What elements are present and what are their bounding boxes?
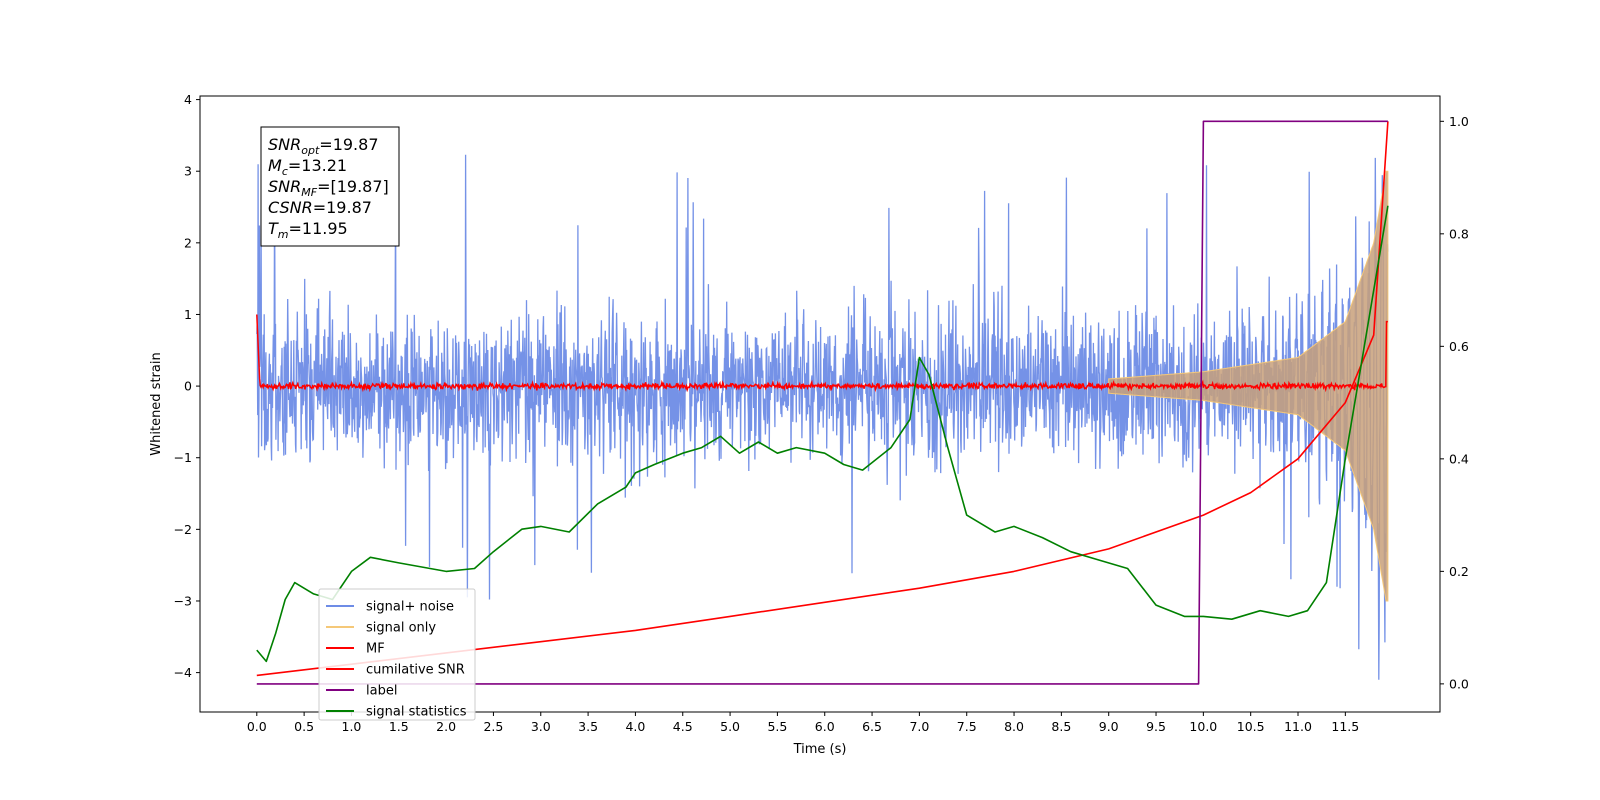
x-tick-label: 11.5: [1331, 719, 1359, 734]
plot-frame: [199, 95, 1441, 713]
x-axis-label: Time (s): [793, 742, 847, 757]
x-tick-label: 4.5: [673, 719, 693, 734]
x-tick-label: 0.5: [294, 719, 314, 734]
series-mf: [256, 314, 1388, 393]
legend: signal+ noise signal only MF cumilative SNR…: [318, 588, 476, 721]
y-tick-label: −2: [174, 522, 192, 537]
series-label: [256, 120, 1388, 685]
x-tick-label: 10.0: [1189, 719, 1217, 734]
legend-label: cumilative SNR: [366, 663, 465, 678]
legend-label: signal statistics: [366, 705, 467, 720]
y2-tick-label: 0.8: [1449, 226, 1469, 241]
y2-tick-label: 0.4: [1449, 451, 1469, 466]
x-tick-label: 1.5: [389, 719, 409, 734]
legend-label: signal+ noise: [366, 600, 454, 615]
x-tick-label: 8.5: [1051, 719, 1071, 734]
x-tick-label: 3.5: [578, 719, 598, 734]
series-cumulative-snr: [256, 121, 1389, 677]
x-tick-label: 6.0: [815, 719, 835, 734]
plot-area: [256, 120, 1389, 685]
annotation-line: Tm=11.95: [268, 219, 348, 241]
x-tick-label: 9.0: [1099, 719, 1119, 734]
x-tick-label: 5.5: [767, 719, 787, 734]
legend-label: MF: [366, 642, 385, 657]
annotation-frame: [260, 126, 400, 247]
y-axis-label: Whitened strain: [149, 352, 164, 455]
annotation-line: CSNR=19.87: [268, 198, 372, 217]
y2-tick-label: 0.6: [1449, 339, 1469, 354]
x-tick-label: 5.0: [720, 719, 740, 734]
series-signal-statistics: [256, 205, 1389, 663]
y-tick-label: 1: [184, 307, 192, 322]
legend-frame: [318, 588, 476, 721]
y2-tick-label: 0.0: [1449, 676, 1469, 691]
annotation-line: SNRopt=19.87: [268, 135, 379, 157]
y-tick-label: −4: [174, 665, 192, 680]
x-tick-label: 7.0: [909, 719, 929, 734]
x-tick-label: 2.5: [483, 719, 503, 734]
legend-label: signal only: [366, 621, 436, 636]
y-tick-label: 4: [184, 92, 192, 107]
legend-label: label: [366, 684, 397, 699]
y-tick-label: −3: [174, 593, 192, 608]
annotation-line: SNRMF=[19.87]: [268, 177, 389, 199]
x-tick-label: 2.0: [436, 719, 456, 734]
axes: 0.0 0.5 1.0 1.5 2.0 2.5 3.0 3.5 4.0 4.5 5.0 5.5 6.0 6…: [174, 92, 1469, 734]
y-tick-label: 0: [184, 379, 192, 394]
y-tick-label: −1: [174, 450, 192, 465]
x-tick-label: 8.0: [1004, 719, 1024, 734]
x-tick-label: 4.0: [625, 719, 645, 734]
y2-tick-label: 1.0: [1449, 114, 1469, 129]
y-tick-label: 3: [184, 164, 192, 179]
x-tick-label: 7.5: [957, 719, 977, 734]
x-tick-label: 10.5: [1237, 719, 1265, 734]
x-tick-label: 1.0: [342, 719, 362, 734]
annotation-line: Mc=13.21: [268, 156, 347, 178]
x-tick-label: 3.0: [531, 719, 551, 734]
y-tick-label: 2: [184, 235, 192, 250]
x-tick-label: 9.5: [1146, 719, 1166, 734]
x-tick-label: 11.0: [1284, 719, 1312, 734]
annotation-box: SNRopt=19.87Mc=13.21SNRMF=[19.87]CSNR=19…: [260, 126, 400, 247]
y2-tick-label: 0.2: [1449, 564, 1469, 579]
x-tick-label: 0.0: [247, 719, 267, 734]
x-tick-label: 6.5: [862, 719, 882, 734]
